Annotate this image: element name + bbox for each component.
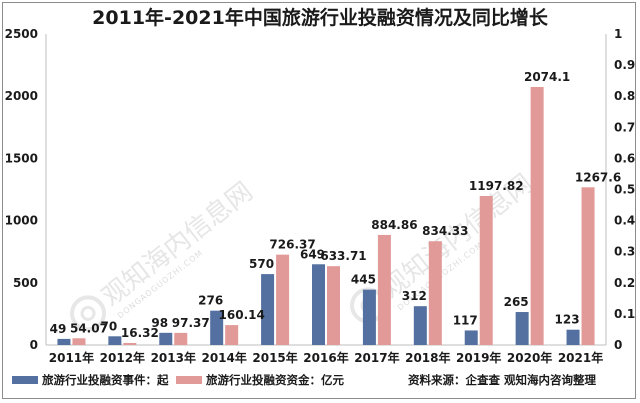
- bars: [57, 86, 595, 345]
- right-tick-label: 0.1: [614, 307, 635, 321]
- data-label-funds: 726.37: [269, 238, 315, 252]
- right-tick-label: 0.4: [614, 214, 635, 228]
- bar-events: [108, 336, 122, 345]
- x-tick-label: 2015年: [252, 350, 297, 365]
- bar-funds: [72, 338, 86, 345]
- data-label-funds: 2074.1: [524, 70, 570, 84]
- data-label-events: 276: [198, 294, 223, 308]
- left-tick-label: 1500: [5, 151, 38, 165]
- data-label-events: 570: [249, 257, 274, 271]
- data-label-events: 445: [351, 273, 376, 287]
- legend-label-funds: 旅游行业投融资资金：亿元: [206, 373, 344, 387]
- data-label-funds: 16.32: [121, 326, 159, 340]
- data-label-events: 312: [402, 289, 427, 303]
- bar-events: [566, 329, 580, 345]
- bar-funds: [479, 195, 493, 345]
- legend: 旅游行业投融资事件：起 旅游行业投融资资金：亿元 资料来源：企查查 观知海内咨询…: [12, 373, 597, 387]
- bar-events: [464, 330, 478, 345]
- bar-events: [261, 274, 275, 345]
- x-tick-label: 2012年: [100, 350, 145, 365]
- data-label-funds: 834.33: [422, 224, 468, 238]
- data-label-events: 117: [453, 313, 478, 327]
- legend-swatch-events: [12, 376, 38, 384]
- bar-funds: [276, 254, 290, 345]
- bar-funds: [327, 266, 340, 345]
- data-label-funds: 160.14: [219, 308, 265, 322]
- x-tick-label: 2013年: [151, 350, 196, 365]
- data-label-funds: 1197.82: [469, 179, 524, 193]
- data-label-events: 98: [151, 316, 168, 330]
- right-axis-ticks: 0 0.1 0.2 0.3 0.4 0.5 0.6 0.7 0.8 0.9 1: [614, 27, 635, 352]
- bar-events: [159, 332, 173, 345]
- bar-funds: [428, 241, 442, 345]
- data-label-funds: 97.37: [172, 316, 210, 330]
- left-tick-label: 0: [30, 338, 38, 352]
- x-tick-label: 2018年: [405, 350, 450, 365]
- right-tick-label: 0.6: [614, 151, 635, 165]
- watermark-logo-inner-icon: [80, 305, 96, 321]
- chart-title: 2011年-2021年中国旅游行业投融资情况及同比增长: [92, 6, 549, 29]
- watermark-logo-icon: [70, 295, 107, 332]
- right-tick-label: 0.5: [614, 183, 635, 197]
- axes: [45, 34, 607, 346]
- left-tick-label: 1000: [5, 214, 38, 228]
- x-axis-ticks: 2011年 2012年 2013年 2014年 2015年 2016年 2017年 2018年…: [49, 350, 603, 365]
- x-tick-label: 2019年: [456, 350, 501, 365]
- bar-funds: [581, 187, 595, 345]
- bar-events: [210, 310, 224, 345]
- bar-funds: [174, 332, 188, 345]
- x-tick-label: 2017年: [354, 350, 399, 365]
- data-label-funds: 54.07: [70, 321, 108, 335]
- bar-events: [362, 289, 376, 345]
- data-label-funds: 1267.6: [575, 170, 621, 184]
- bar-funds: [377, 234, 391, 345]
- right-tick-label: 0.9: [614, 58, 635, 72]
- data-label-funds: 633.71: [320, 249, 366, 263]
- data-label-events: 649: [300, 247, 325, 261]
- left-tick-label: 2000: [5, 89, 38, 103]
- bar-events: [312, 264, 325, 345]
- source-note: 资料来源：企查查 观知海内咨询整理: [408, 373, 597, 387]
- x-tick-label: 2014年: [201, 350, 246, 365]
- x-tick-label: 2011年: [49, 350, 94, 365]
- x-tick-label: 2020年: [507, 350, 552, 365]
- legend-label-events: 旅游行业投融资事件：起: [42, 373, 169, 387]
- right-tick-label: 0.8: [614, 89, 635, 103]
- left-tick-label: 500: [13, 276, 38, 290]
- left-tick-label: 2500: [5, 27, 38, 41]
- bar-events: [57, 338, 71, 345]
- right-tick-label: 0.7: [614, 120, 635, 134]
- x-tick-label: 2016年: [303, 350, 348, 365]
- bar-events: [413, 306, 427, 345]
- right-tick-label: 0.3: [614, 245, 635, 259]
- data-label-events: 265: [504, 295, 529, 309]
- bar-funds: [530, 86, 544, 345]
- data-label-funds: 884.86: [371, 218, 417, 232]
- data-label-events: 70: [101, 319, 118, 333]
- right-tick-label: 1: [614, 27, 622, 41]
- left-axis-ticks: 0 500 1000 1500 2000 2500: [5, 27, 38, 352]
- data-label-events: 123: [555, 313, 580, 327]
- x-tick-label: 2021年: [558, 350, 603, 365]
- data-label-events: 49: [50, 322, 67, 336]
- bar-events: [515, 312, 529, 345]
- legend-swatch-funds: [176, 376, 202, 384]
- right-tick-label: 0: [614, 338, 622, 352]
- bar-funds: [225, 325, 239, 345]
- right-tick-label: 0.2: [614, 276, 635, 290]
- watermark-text: 观知海内信息网: [97, 177, 259, 313]
- bar-funds: [123, 342, 137, 345]
